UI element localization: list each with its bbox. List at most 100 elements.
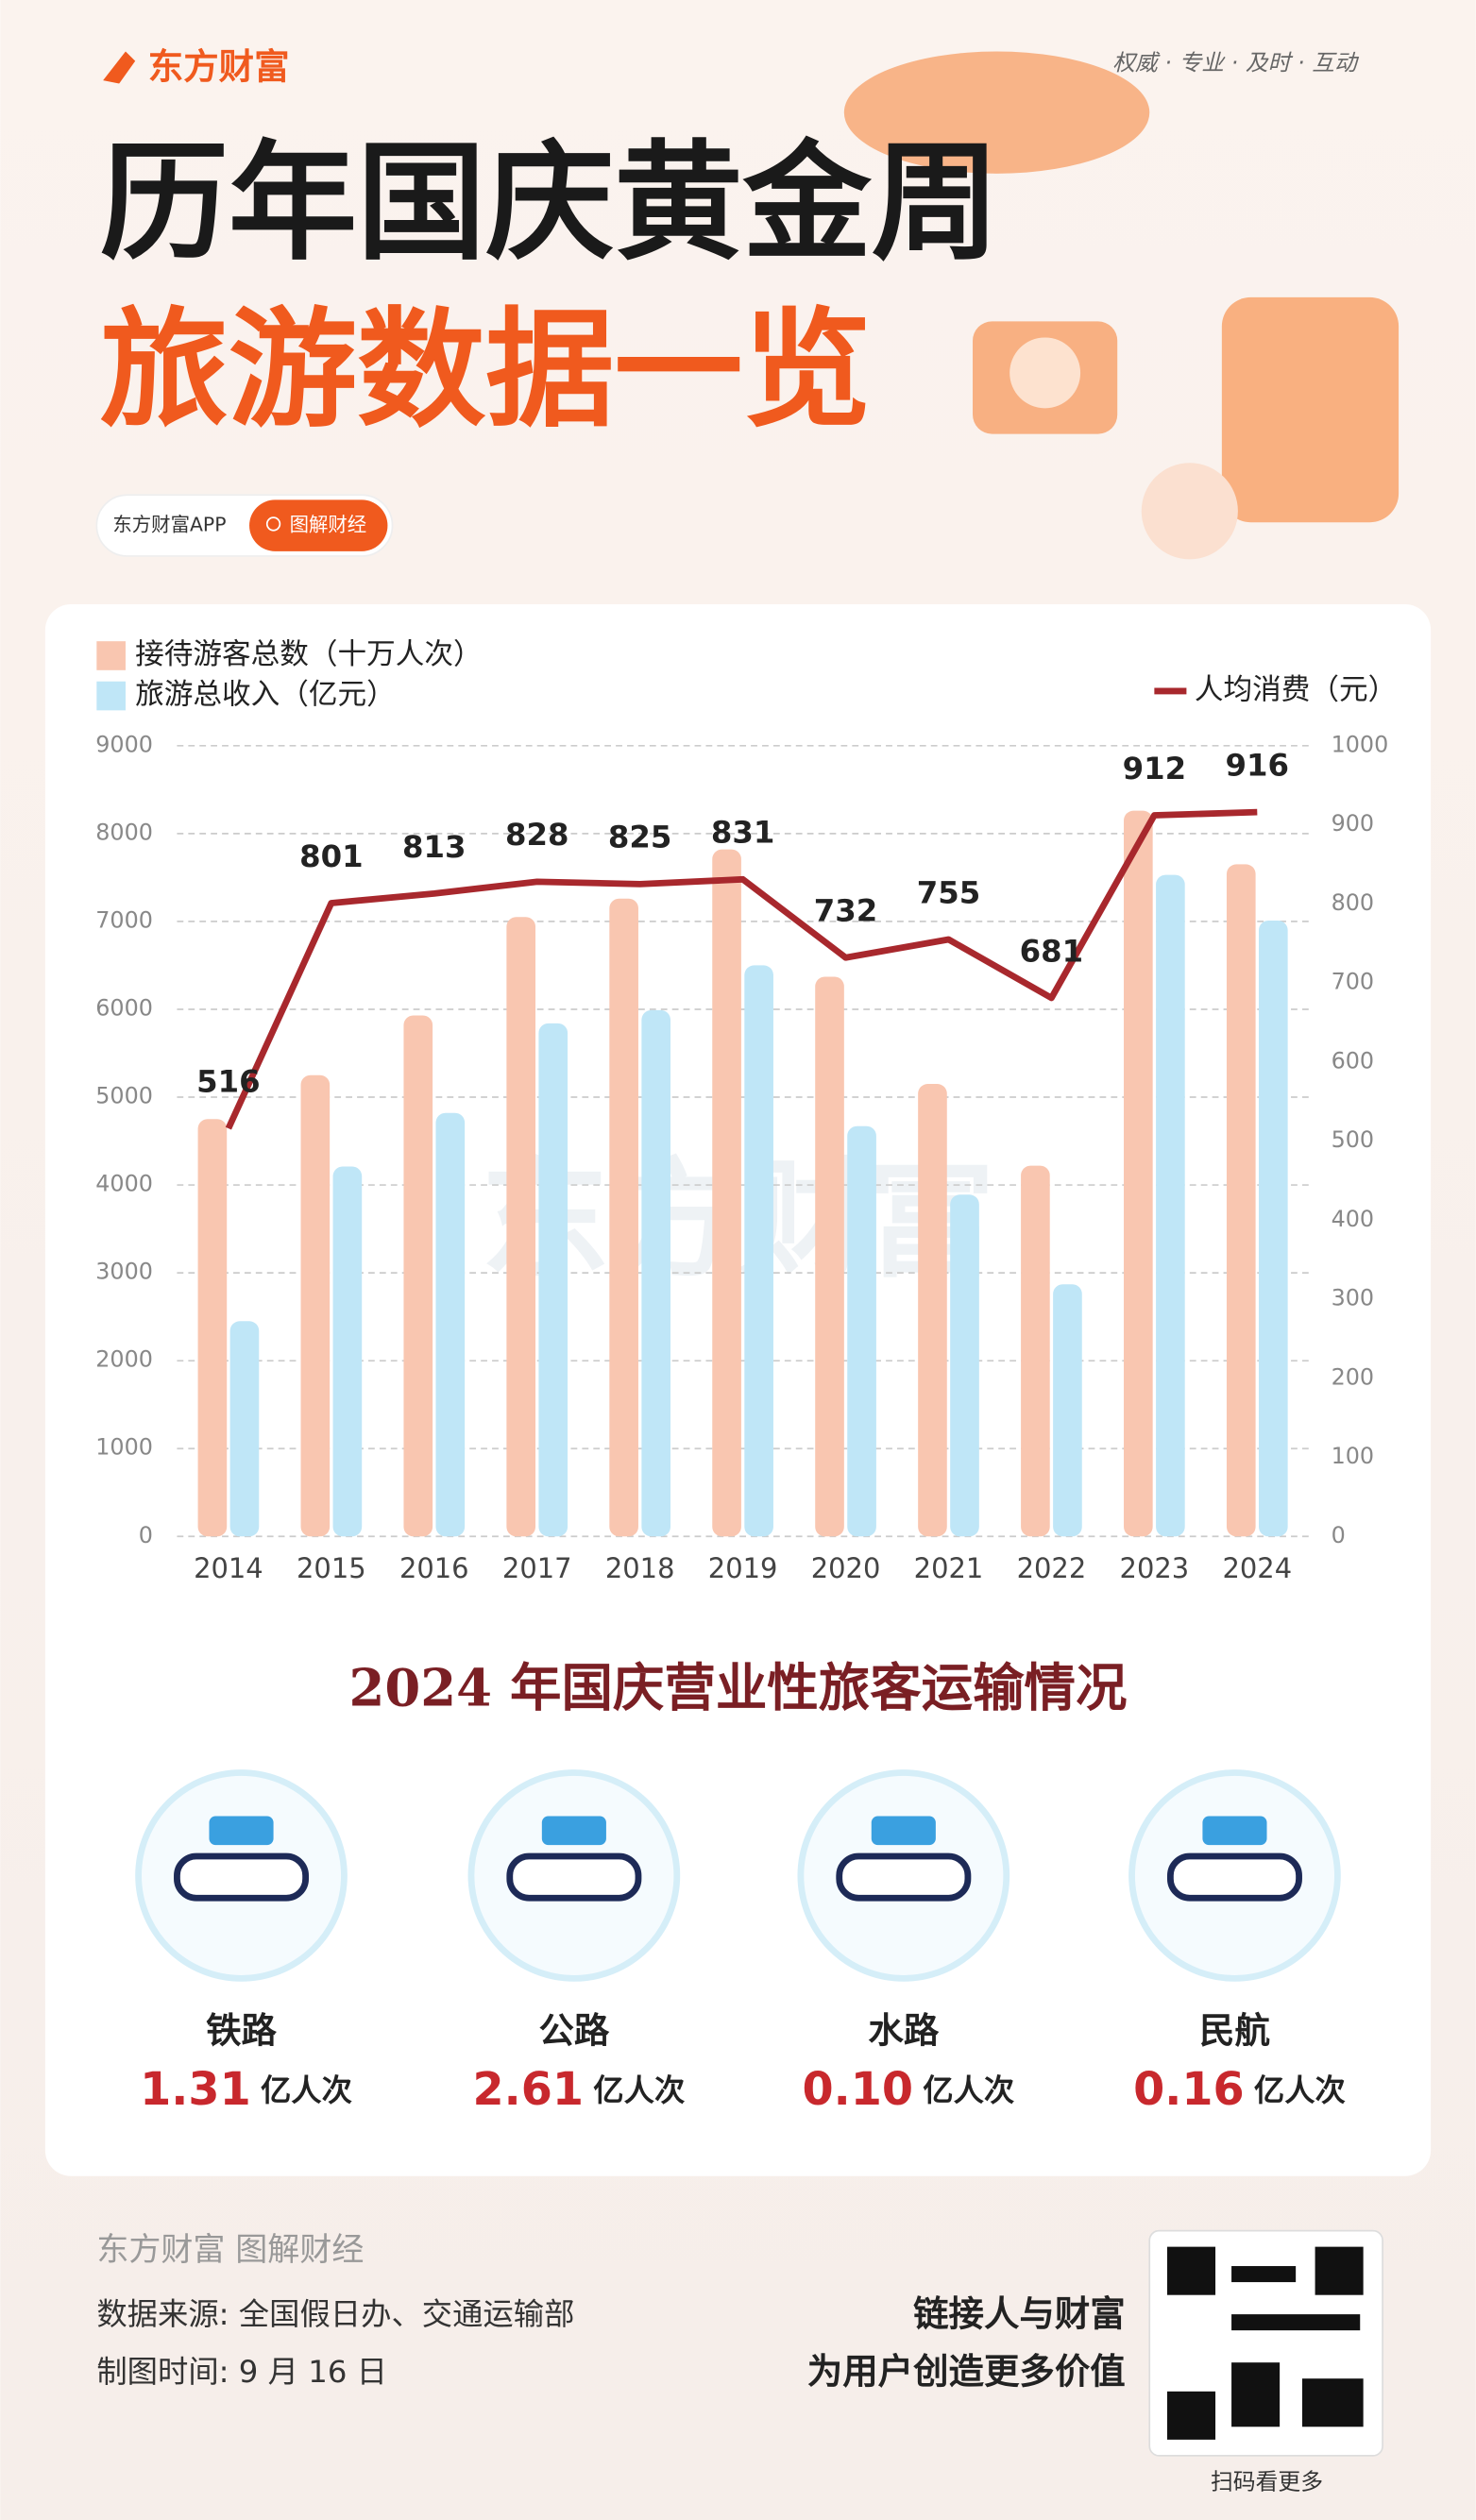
x-tick-label: 2015 xyxy=(297,1552,366,1584)
legend-label: 旅游总收入（亿元） xyxy=(135,679,396,712)
bar xyxy=(918,1084,947,1537)
legend-swatch xyxy=(96,681,126,711)
bar xyxy=(1053,1284,1082,1537)
bar xyxy=(815,976,844,1537)
bar xyxy=(712,849,741,1537)
mode-unit: 亿人次 xyxy=(261,2072,353,2108)
bar xyxy=(197,1119,228,1537)
mode-unit: 亿人次 xyxy=(1254,2072,1347,2108)
bar xyxy=(300,1074,331,1537)
bar xyxy=(435,1112,466,1537)
icon xyxy=(1166,1852,1302,1902)
y2-tick-label: 1000 xyxy=(1332,731,1389,757)
bar xyxy=(1226,864,1256,1537)
y2-tick-label: 400 xyxy=(1332,1206,1374,1232)
data-label: 912 xyxy=(1123,751,1186,786)
pill[interactable]: 图解财经 xyxy=(290,514,367,536)
x-tick-label: 2014 xyxy=(194,1552,263,1584)
bar xyxy=(1124,810,1153,1537)
slogan2: 为用户创造更多价值 xyxy=(807,2351,1126,2393)
data-label: 755 xyxy=(917,874,980,910)
bar xyxy=(332,1166,363,1537)
y-tick-label: 5000 xyxy=(95,1083,153,1109)
footer-brand: 东方财富 图解财经 xyxy=(96,2231,364,2269)
title-line2: 旅游数据一览 xyxy=(100,296,872,446)
icon xyxy=(174,1852,310,1902)
icon xyxy=(506,1852,642,1902)
data-label: 801 xyxy=(299,838,363,874)
mode-unit: 亿人次 xyxy=(593,2072,686,2108)
x-tick-label: 2016 xyxy=(399,1552,469,1584)
mode-value: 1.31 xyxy=(140,2064,251,2116)
bar xyxy=(1259,920,1288,1537)
brand: 东方财富 xyxy=(148,46,290,88)
x-tick-label: 2018 xyxy=(605,1552,675,1584)
transport-title: 2024 年国庆营业性旅客运输情况 xyxy=(349,1657,1128,1717)
y2-tick-label: 100 xyxy=(1332,1443,1374,1469)
x-tick-label: 2024 xyxy=(1222,1552,1292,1584)
y2-tick-label: 900 xyxy=(1332,810,1374,837)
x-tick-label: 2021 xyxy=(914,1552,984,1584)
y2-tick-label: 700 xyxy=(1332,969,1374,995)
data-label: 516 xyxy=(196,1063,260,1099)
legend-label: 人均消费（元） xyxy=(1195,673,1397,706)
logo xyxy=(103,51,136,84)
slogan1: 链接人与财富 xyxy=(913,2292,1126,2334)
icon-accent xyxy=(1202,1816,1267,1846)
mode-name: 铁路 xyxy=(206,2010,277,2052)
qr-caption: 扫码看更多 xyxy=(1211,2468,1323,2495)
y-tick-label: 9000 xyxy=(95,731,153,757)
bar xyxy=(950,1194,979,1537)
legend-swatch xyxy=(96,641,126,670)
y2-tick-label: 800 xyxy=(1332,889,1374,916)
mode-unit: 亿人次 xyxy=(923,2072,1015,2108)
chart: 0 1000 2000 3000 4000 5000 6000 7000 8000 9000 0 10… xyxy=(95,638,1397,1584)
icon-accent xyxy=(871,1816,936,1846)
mode-name: 民航 xyxy=(1199,2010,1270,2052)
source: 数据来源: 全国假日办、交通运输部 xyxy=(96,2296,574,2332)
x-tick-label: 2022 xyxy=(1017,1552,1087,1584)
mode-value: 0.16 xyxy=(1133,2064,1245,2116)
pill-button[interactable] xyxy=(249,499,388,551)
data-label: 681 xyxy=(1020,933,1083,969)
mode-name: 公路 xyxy=(538,2010,609,2052)
x-tick-label: 2017 xyxy=(502,1552,572,1584)
bar xyxy=(744,965,773,1537)
data-label: 828 xyxy=(505,817,568,853)
bar xyxy=(1021,1165,1050,1537)
y2-tick-label: 500 xyxy=(1332,1126,1374,1153)
bar xyxy=(1156,874,1185,1537)
line xyxy=(225,808,1258,1130)
bar xyxy=(538,1023,568,1537)
bar xyxy=(641,1009,671,1537)
bar xyxy=(609,898,638,1537)
x-tick-label: 2023 xyxy=(1120,1552,1190,1584)
data-label: 813 xyxy=(402,829,466,865)
data-label: 916 xyxy=(1226,747,1289,783)
title-line1: 历年国庆黄金周 xyxy=(100,129,1000,279)
tagline: 权威 · 专业 · 及时 · 互动 xyxy=(1112,50,1360,76)
app: 东方财富APP xyxy=(112,514,226,536)
mode-name: 水路 xyxy=(868,2010,939,2052)
bar xyxy=(403,1015,433,1537)
y-tick-label: 7000 xyxy=(95,906,153,933)
data-label: 831 xyxy=(711,815,774,851)
mode-value: 0.10 xyxy=(802,2064,913,2116)
y2-tick-label: 300 xyxy=(1332,1285,1374,1311)
y-tick-label: 3000 xyxy=(95,1259,153,1285)
y-tick-label: 4000 xyxy=(95,1171,153,1197)
y-tick-label: 2000 xyxy=(95,1346,153,1373)
bar xyxy=(847,1125,876,1537)
y-tick-label: 0 xyxy=(139,1522,153,1548)
y-tick-label: 8000 xyxy=(95,819,153,845)
legend-label: 接待游客总数（十万人次） xyxy=(135,638,483,671)
y-tick-label: 6000 xyxy=(95,994,153,1021)
data-label: 732 xyxy=(814,893,877,929)
mode-value: 2.61 xyxy=(472,2064,584,2116)
icon xyxy=(836,1852,972,1902)
qr-pattern xyxy=(1166,2246,1364,2440)
x-tick-label: 2020 xyxy=(811,1552,881,1584)
date: 制图时间: 9 月 16 日 xyxy=(96,2354,387,2390)
